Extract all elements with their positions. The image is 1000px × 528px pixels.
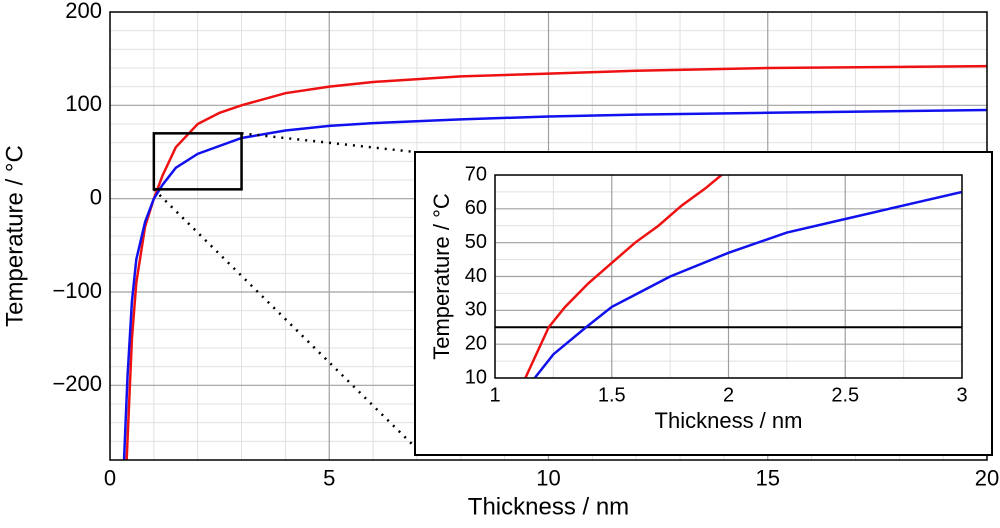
y-tick-label: 40 (465, 265, 487, 287)
inset-panel (414, 151, 993, 456)
y-axis-title: Temperature / °C (1, 145, 28, 327)
series-line (533, 190, 962, 378)
y-tick-label: 70 (465, 163, 487, 185)
x-tick-label: 2.5 (831, 384, 859, 406)
y-tick-label: 60 (465, 197, 487, 219)
y-axis-title: Temperature / °C (429, 193, 454, 360)
zoom-line (152, 188, 416, 448)
x-tick-label: 2 (723, 384, 734, 406)
x-tick-label: 1 (489, 384, 500, 406)
x-axis-title: Thickness / nm (468, 494, 629, 521)
series-line (125, 64, 987, 460)
x-axis-title: Thickness / nm (655, 408, 803, 433)
x-tick-label: 15 (756, 466, 780, 491)
y-tick-label: 100 (65, 91, 102, 116)
series-line (524, 175, 723, 378)
y-tick-label: 30 (465, 299, 487, 321)
x-tick-label: 10 (536, 466, 560, 491)
plot-area (495, 175, 962, 378)
y-tick-label: −100 (52, 278, 102, 303)
y-tick-label: 200 (65, 0, 102, 23)
y-tick-label: −200 (52, 371, 102, 396)
x-tick-label: 1.5 (598, 384, 626, 406)
x-tick-label: 0 (104, 466, 116, 491)
y-tick-label: 50 (465, 231, 487, 253)
zoom-box (152, 132, 243, 191)
y-tick-label: 20 (465, 332, 487, 354)
x-tick-label: 20 (975, 466, 999, 491)
y-tick-label: 10 (465, 366, 487, 388)
plot-frame (494, 174, 963, 379)
x-tick-label: 3 (956, 384, 967, 406)
series-line (122, 108, 987, 460)
y-tick-label: 0 (90, 184, 102, 209)
zoom-line (241, 132, 416, 154)
x-tick-label: 5 (323, 466, 335, 491)
